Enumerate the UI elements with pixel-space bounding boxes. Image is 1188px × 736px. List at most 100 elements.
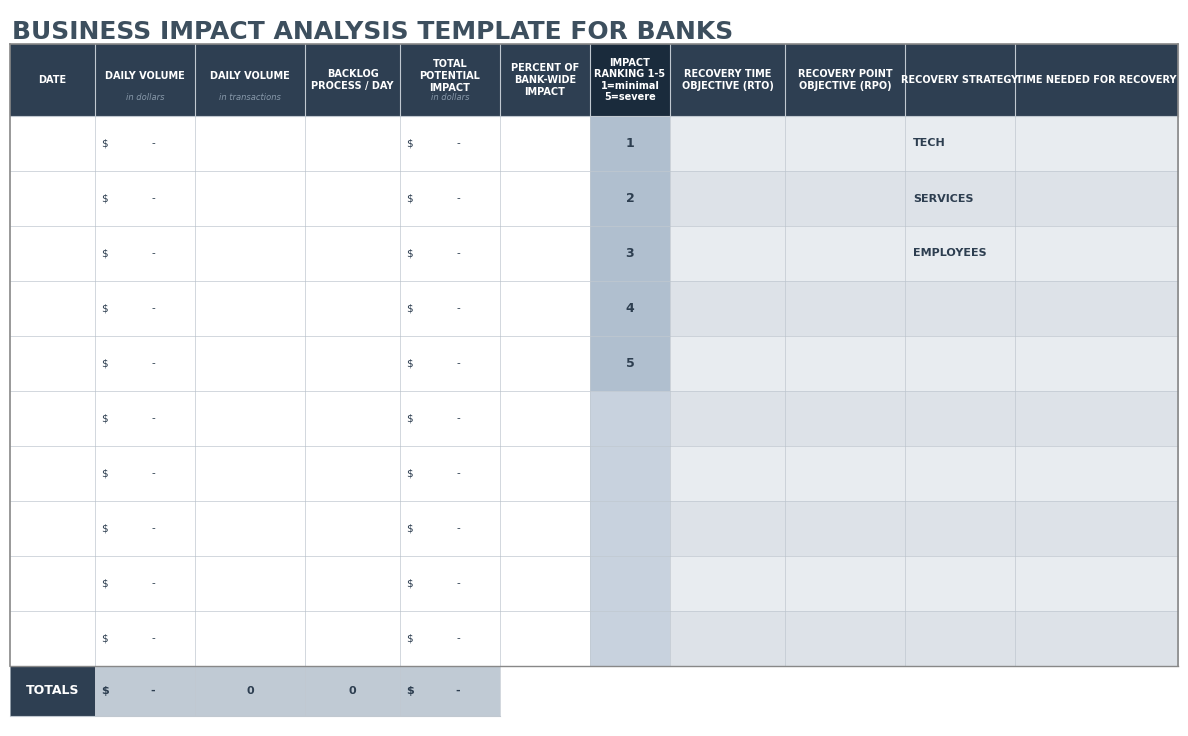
- Bar: [195, 666, 305, 716]
- Bar: [195, 611, 305, 666]
- Bar: [590, 391, 670, 446]
- Bar: [785, 391, 905, 446]
- Bar: [305, 226, 400, 281]
- Bar: [10, 446, 95, 501]
- Bar: [670, 446, 785, 501]
- Bar: [95, 501, 195, 556]
- Bar: [95, 556, 195, 611]
- Bar: [500, 44, 590, 116]
- Bar: [785, 116, 905, 171]
- Bar: [670, 116, 785, 171]
- Bar: [400, 391, 500, 446]
- Bar: [670, 226, 785, 281]
- Bar: [785, 556, 905, 611]
- Text: $: $: [101, 358, 108, 369]
- Bar: [305, 391, 400, 446]
- Text: -: -: [151, 249, 154, 258]
- Text: in transactions: in transactions: [219, 93, 280, 102]
- Bar: [1015, 446, 1178, 501]
- Bar: [400, 336, 500, 391]
- Text: $: $: [406, 138, 412, 149]
- Bar: [195, 336, 305, 391]
- Bar: [305, 281, 400, 336]
- Bar: [400, 116, 500, 171]
- Bar: [590, 171, 670, 226]
- Text: -: -: [151, 686, 156, 696]
- Bar: [10, 281, 95, 336]
- Text: -: -: [151, 138, 154, 149]
- Bar: [400, 226, 500, 281]
- Text: DAILY VOLUME: DAILY VOLUME: [210, 71, 290, 81]
- Bar: [500, 611, 590, 666]
- Text: $: $: [406, 469, 412, 478]
- Bar: [1015, 391, 1178, 446]
- Bar: [785, 501, 905, 556]
- Text: DAILY VOLUME: DAILY VOLUME: [105, 71, 185, 81]
- Text: $: $: [406, 634, 412, 643]
- Text: -: -: [456, 578, 460, 589]
- Text: $: $: [101, 469, 108, 478]
- Text: 1: 1: [626, 137, 634, 150]
- Bar: [10, 391, 95, 446]
- Bar: [10, 171, 95, 226]
- Text: TOTALS: TOTALS: [26, 684, 80, 698]
- Bar: [400, 501, 500, 556]
- Bar: [670, 336, 785, 391]
- Bar: [195, 171, 305, 226]
- Bar: [500, 501, 590, 556]
- Bar: [95, 226, 195, 281]
- Bar: [305, 44, 400, 116]
- Bar: [785, 446, 905, 501]
- Bar: [670, 281, 785, 336]
- Text: -: -: [456, 523, 460, 534]
- Bar: [10, 226, 95, 281]
- Text: $: $: [406, 358, 412, 369]
- Bar: [500, 281, 590, 336]
- Text: in dollars: in dollars: [431, 93, 469, 102]
- Bar: [400, 611, 500, 666]
- Text: 2: 2: [626, 192, 634, 205]
- Bar: [905, 171, 1015, 226]
- Text: -: -: [456, 303, 460, 314]
- Bar: [10, 611, 95, 666]
- Bar: [905, 44, 1015, 116]
- Bar: [195, 281, 305, 336]
- Text: 0: 0: [246, 686, 254, 696]
- Bar: [500, 336, 590, 391]
- Text: -: -: [151, 578, 154, 589]
- Text: -: -: [456, 358, 460, 369]
- Text: RECOVERY TIME
OBJECTIVE (RTO): RECOVERY TIME OBJECTIVE (RTO): [682, 69, 773, 91]
- Text: $: $: [406, 194, 412, 203]
- Text: RECOVERY POINT
OBJECTIVE (RPO): RECOVERY POINT OBJECTIVE (RPO): [797, 69, 892, 91]
- Text: $: $: [406, 414, 412, 423]
- Bar: [195, 226, 305, 281]
- Bar: [95, 44, 195, 116]
- Bar: [905, 336, 1015, 391]
- Bar: [785, 171, 905, 226]
- Bar: [500, 226, 590, 281]
- Text: $: $: [101, 249, 108, 258]
- Text: 5: 5: [626, 357, 634, 370]
- Bar: [305, 611, 400, 666]
- Bar: [95, 391, 195, 446]
- Bar: [195, 44, 305, 116]
- Bar: [1015, 611, 1178, 666]
- Bar: [195, 501, 305, 556]
- Bar: [305, 171, 400, 226]
- Bar: [1015, 501, 1178, 556]
- Bar: [305, 556, 400, 611]
- Text: 4: 4: [626, 302, 634, 315]
- Bar: [95, 446, 195, 501]
- Text: BACKLOG
PROCESS / DAY: BACKLOG PROCESS / DAY: [311, 69, 393, 91]
- Bar: [10, 666, 95, 716]
- Text: -: -: [151, 358, 154, 369]
- Bar: [400, 281, 500, 336]
- Bar: [590, 44, 670, 116]
- Bar: [400, 556, 500, 611]
- Bar: [590, 446, 670, 501]
- Text: $: $: [101, 138, 108, 149]
- Text: -: -: [151, 469, 154, 478]
- Bar: [785, 611, 905, 666]
- Bar: [1015, 336, 1178, 391]
- Bar: [785, 226, 905, 281]
